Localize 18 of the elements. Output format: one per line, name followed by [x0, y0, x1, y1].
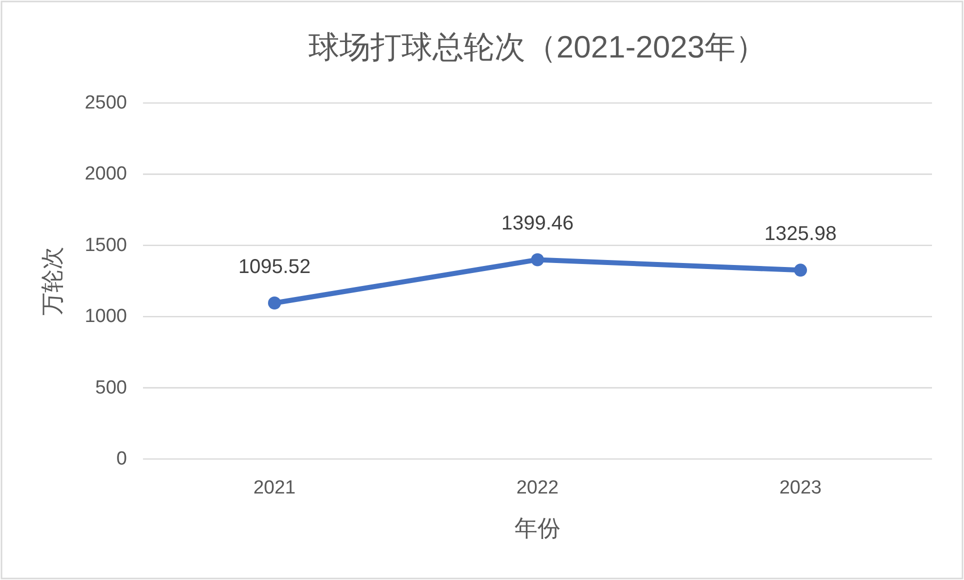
point [268, 296, 281, 310]
data-label: 1095.52 [238, 256, 311, 278]
chart-title: 球场打球总轮次（2021-2023年） [308, 30, 767, 64]
x-axis-title: 年份 [514, 515, 560, 541]
point [531, 253, 544, 266]
y-tick-label: 1500 [84, 234, 127, 256]
y-tick-label: 500 [95, 377, 127, 398]
y-axis-title: 万轮次 [39, 246, 65, 316]
x-tick-label: 2023 [779, 478, 822, 498]
y-tick-label: 0 [116, 448, 127, 470]
data-label: 1399.46 [501, 212, 574, 235]
x-tick-label: 2021 [253, 478, 296, 498]
x-tick-label: 2022 [516, 478, 559, 498]
y-tick-label: 2000 [84, 164, 127, 185]
point [794, 264, 807, 277]
y-tick-label: 1000 [84, 306, 127, 328]
data-label: 1325.98 [764, 223, 837, 246]
y-tick-label: 2500 [84, 92, 127, 114]
